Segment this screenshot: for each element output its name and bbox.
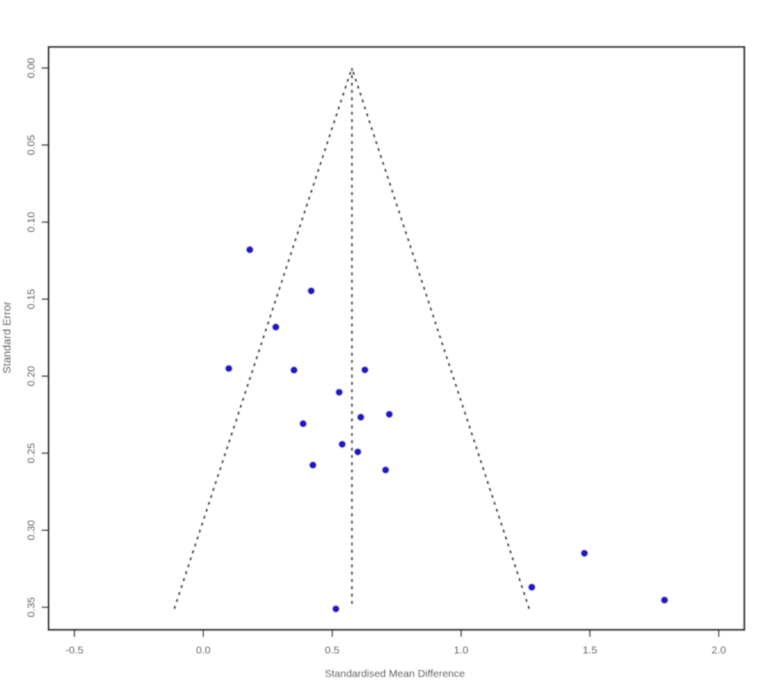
svg-text:0.20: 0.20 (25, 366, 37, 387)
svg-text:0.05: 0.05 (25, 135, 37, 156)
svg-text:2.0: 2.0 (711, 645, 726, 657)
svg-text:1.0: 1.0 (454, 645, 469, 657)
svg-text:0.35: 0.35 (25, 597, 37, 618)
svg-text:0.10: 0.10 (25, 212, 37, 233)
svg-text:0.5: 0.5 (325, 645, 340, 657)
svg-text:Standardised Mean Difference: Standardised Mean Difference (325, 669, 465, 680)
svg-text:0.25: 0.25 (25, 443, 37, 464)
svg-text:-0.5: -0.5 (65, 645, 83, 657)
svg-text:0.00: 0.00 (25, 58, 37, 79)
svg-text:0.30: 0.30 (25, 520, 37, 541)
svg-text:0.15: 0.15 (25, 289, 37, 310)
svg-text:0.0: 0.0 (196, 645, 211, 657)
svg-text:1.5: 1.5 (583, 645, 598, 657)
svg-text:Standard Error: Standard Error (2, 301, 14, 373)
